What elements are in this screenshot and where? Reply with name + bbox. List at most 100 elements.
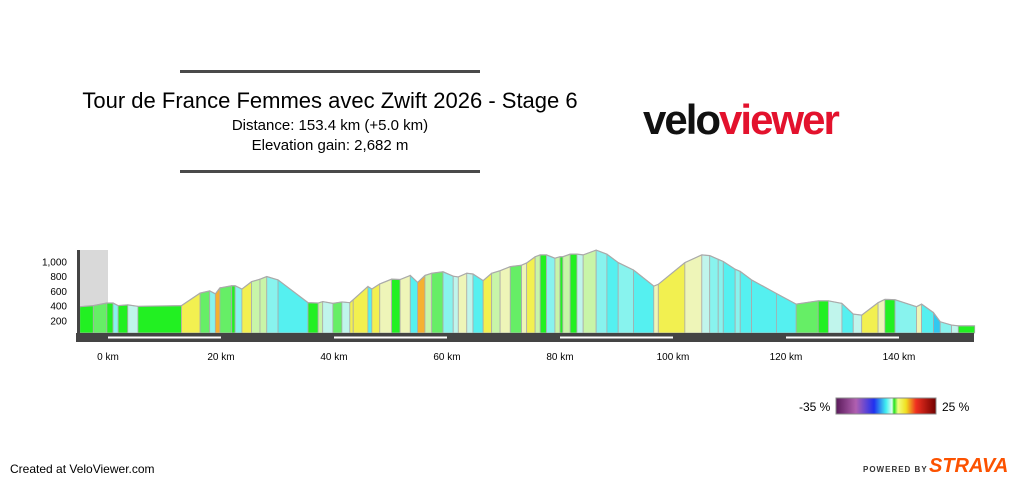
profile-segment xyxy=(562,253,571,334)
profile-segment xyxy=(199,290,211,334)
gradient-legend-bar xyxy=(835,397,937,415)
profile-segment xyxy=(472,273,484,334)
credit-text: Created at VeloViewer.com xyxy=(10,462,155,476)
profile-segment xyxy=(491,270,501,334)
profile-segment xyxy=(751,279,777,334)
profile-segment xyxy=(684,254,703,334)
profile-segment xyxy=(894,299,917,334)
profile-segment xyxy=(606,253,619,334)
profile-segment xyxy=(127,304,139,334)
profile-segment xyxy=(117,304,129,334)
profile-segment xyxy=(424,272,433,334)
profile-segment xyxy=(452,275,459,334)
profile-segment xyxy=(409,274,419,334)
y-tick-label: 600 xyxy=(50,287,67,298)
profile-segment xyxy=(701,254,711,334)
profile-segment xyxy=(539,254,547,334)
profile-segment xyxy=(367,285,373,334)
profile-segment xyxy=(546,254,556,334)
profile-segment xyxy=(576,253,584,334)
profile-segment xyxy=(371,283,381,334)
profile-segment xyxy=(112,302,119,334)
profile-segment xyxy=(884,298,896,334)
legend-max-label: 25 % xyxy=(942,400,970,414)
x-tick-label: 120 km xyxy=(770,352,803,363)
profile-segment xyxy=(554,256,561,334)
distance-stripe xyxy=(786,336,899,339)
profile-segment xyxy=(877,298,886,334)
profile-segment xyxy=(251,278,261,334)
profile-segment xyxy=(277,279,309,334)
profile-segment xyxy=(957,325,976,334)
distance-stripe xyxy=(560,336,673,339)
profile-segment xyxy=(379,278,393,334)
profile-segment xyxy=(534,254,541,334)
x-axis-bar xyxy=(76,333,974,342)
profile-segment xyxy=(653,283,659,334)
profile-segment xyxy=(106,302,114,334)
profile-segment xyxy=(734,268,741,334)
profile-segment xyxy=(582,249,597,334)
profile-segment xyxy=(916,303,922,334)
profile-segment xyxy=(307,302,319,334)
profile-segment xyxy=(341,301,351,334)
profile-segment xyxy=(617,261,634,334)
profile-segment xyxy=(633,269,655,334)
strava-logo: STRAVA xyxy=(929,455,1009,477)
y-tick-label: 400 xyxy=(50,302,67,313)
profile-segment xyxy=(482,272,493,334)
profile-segment xyxy=(317,301,324,334)
y-axis-line xyxy=(77,250,80,335)
title-rule-bottom xyxy=(180,170,480,173)
profile-segment xyxy=(417,274,426,334)
profile-segment xyxy=(817,300,829,334)
profile-segments xyxy=(79,249,976,334)
profile-segment xyxy=(234,285,243,334)
profile-segment xyxy=(717,258,724,334)
profile-segment xyxy=(442,271,454,334)
y-tick-label: 800 xyxy=(50,272,67,283)
profile-segment xyxy=(827,300,843,334)
distance-text: Distance: 153.4 km (+5.0 km) xyxy=(231,117,429,134)
profile-segment xyxy=(266,276,279,334)
legend-min-label: -35 % xyxy=(799,400,831,414)
profile-segment xyxy=(861,301,879,334)
profile-segment xyxy=(349,298,354,334)
profile-segment xyxy=(457,272,468,334)
x-tick-label: 40 km xyxy=(320,352,347,363)
title-rule-top xyxy=(180,70,480,73)
profile-segment xyxy=(521,262,528,334)
profile-segment xyxy=(559,256,564,334)
profile-segment xyxy=(499,266,511,334)
profile-segment xyxy=(722,260,736,334)
distance-stripe xyxy=(108,336,221,339)
profile-segment xyxy=(595,249,608,334)
x-tick-label: 140 km xyxy=(883,352,916,363)
profile-segment xyxy=(569,253,578,334)
x-tick-label: 0 km xyxy=(97,352,119,363)
profile-segment xyxy=(391,278,401,334)
profile-segment xyxy=(332,301,343,334)
profile-segment xyxy=(509,264,522,334)
x-tick-label: 100 km xyxy=(657,352,690,363)
logo-viewer: viewer xyxy=(719,96,840,143)
profile-segment xyxy=(739,270,752,334)
profile-segment xyxy=(399,274,411,334)
profile-segment xyxy=(241,280,252,334)
profile-segment xyxy=(795,300,819,334)
x-tick-label: 60 km xyxy=(433,352,460,363)
profile-segment xyxy=(322,301,334,334)
profile-segment xyxy=(231,285,236,334)
profile-segment xyxy=(209,290,216,334)
page-title: Tour de France Femmes avec Zwift 2026 - … xyxy=(82,88,578,113)
profile-segment xyxy=(933,311,941,334)
veloviewer-logo: veloviewer xyxy=(643,96,840,144)
profile-segment xyxy=(431,271,444,334)
powered-by-text: POWERED BY xyxy=(863,465,928,474)
profile-segment xyxy=(852,313,863,334)
profile-segment xyxy=(137,305,182,334)
profile-outline xyxy=(79,249,975,327)
profile-segment xyxy=(709,255,719,334)
profile-segment xyxy=(466,272,474,334)
profile-segment xyxy=(214,286,221,334)
